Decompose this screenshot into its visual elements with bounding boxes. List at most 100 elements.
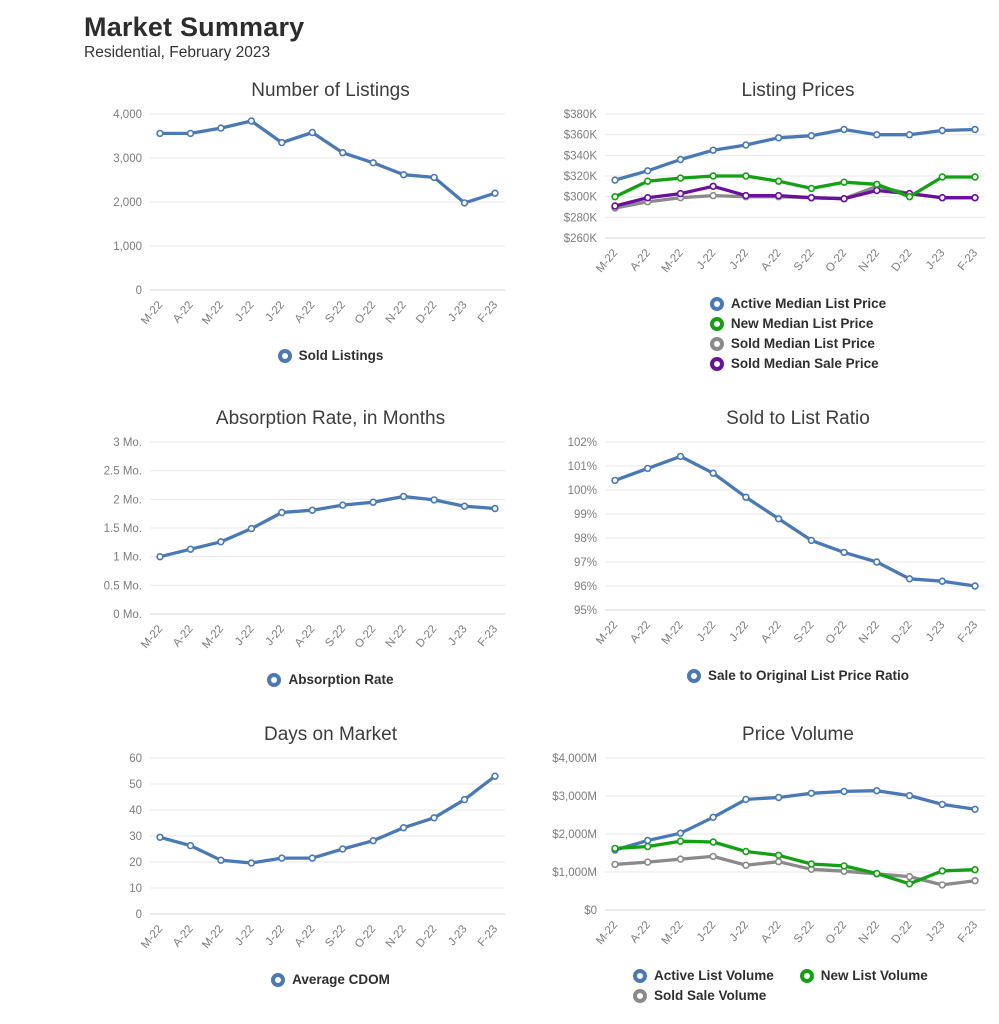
chart-legend-wrap: Active Median List Price New Median List …: [539, 294, 991, 374]
legend-item-sold-sale-volume: Sold Sale Volume: [633, 986, 766, 1006]
svg-text:$300K: $300K: [564, 192, 598, 204]
svg-text:$380K: $380K: [564, 109, 598, 121]
svg-text:J-22: J-22: [233, 923, 257, 948]
svg-text:$340K: $340K: [564, 150, 598, 162]
svg-text:M-22: M-22: [660, 247, 686, 275]
svg-text:4,000: 4,000: [113, 109, 142, 121]
chart-plot: 0 Mo. 0.5 Mo. 1 Mo. 1.5 Mo. 2 Mo. 2.5 Mo. 3 Mo…: [84, 434, 511, 668]
legend-label: Sale to Original List Price Ratio: [707, 668, 910, 683]
svg-text:J-22: J-22: [264, 299, 288, 324]
chart-title: Days on Market: [263, 724, 398, 745]
svg-text:J-22: J-22: [264, 923, 288, 948]
svg-text:F-23: F-23: [476, 623, 500, 649]
listing-prices-svg: $260K $280K $300K $320K $340K $360K $380K M-22 A…: [564, 109, 985, 275]
series-new-median-list-price: [611, 172, 979, 201]
svg-text:M-22: M-22: [139, 623, 165, 651]
svg-text:96%: 96%: [574, 581, 597, 593]
x-axis: M-22 A-22 M-22 J-22 J-22 A-22 S-22 O-22 N-22 D-22…: [139, 923, 500, 951]
svg-text:O-22: O-22: [824, 619, 850, 646]
svg-text:0 Mo.: 0 Mo.: [113, 609, 142, 621]
chart-plot: $260K $280K $300K $320K $340K $360K $380K M-22 A…: [539, 106, 991, 292]
svg-text:A-22: A-22: [171, 923, 196, 949]
svg-text:40: 40: [129, 805, 142, 817]
svg-text:101%: 101%: [568, 461, 597, 473]
y-axis: 0 1,000 2,000 3,000 4,000: [113, 109, 505, 297]
svg-text:1 Mo.: 1 Mo.: [113, 552, 142, 564]
svg-text:A-22: A-22: [759, 247, 784, 273]
legend-ring-icon: [267, 673, 282, 687]
series-sale-to-original-list-price-ratio: [611, 452, 979, 590]
legend-ring-icon: [709, 297, 724, 311]
svg-text:M-22: M-22: [200, 923, 226, 951]
svg-text:$1,000M: $1,000M: [552, 867, 597, 879]
svg-text:D-22: D-22: [414, 923, 439, 950]
chart-plot: 0 1,000 2,000 3,000 4,000 M-22 A-22 M-22 J-22 J-2…: [84, 106, 511, 344]
charts-grid: Number of Listings 0 1,000 2,000 3,000 4,000…: [84, 80, 999, 1006]
chart-title: Price Volume: [742, 724, 854, 745]
svg-text:S-22: S-22: [792, 247, 817, 273]
svg-text:$320K: $320K: [564, 171, 598, 183]
svg-text:J-22: J-22: [233, 299, 257, 324]
svg-text:O-22: O-22: [353, 623, 379, 650]
svg-text:98%: 98%: [574, 533, 597, 545]
chart-legend-wrap: Active List Volume New List Volume Sold Sa…: [539, 966, 991, 1006]
svg-text:A-22: A-22: [171, 623, 196, 649]
chart-price-volume: Price Volume $0 $1,000M $2,000M $3,000M $4,0…: [539, 724, 991, 1006]
svg-text:$0: $0: [584, 905, 597, 917]
svg-text:O-22: O-22: [353, 923, 379, 950]
chart-title: Sold to List Ratio: [726, 408, 870, 429]
svg-text:O-22: O-22: [824, 247, 850, 274]
svg-text:$4,000M: $4,000M: [552, 753, 597, 765]
svg-text:J-22: J-22: [728, 619, 752, 644]
svg-text:$260K: $260K: [564, 233, 598, 245]
legend-item-sold-median-list-price: Sold Median List Price: [709, 334, 875, 354]
svg-text:99%: 99%: [574, 509, 597, 521]
svg-text:N-22: N-22: [857, 619, 882, 646]
svg-text:J-23: J-23: [924, 919, 948, 944]
legend-ring-icon: [709, 317, 724, 331]
svg-text:2.5 Mo.: 2.5 Mo.: [104, 466, 142, 478]
svg-text:102%: 102%: [568, 437, 597, 449]
y-axis: 0 Mo. 0.5 Mo. 1 Mo. 1.5 Mo. 2 Mo. 2.5 Mo. 3 Mo…: [104, 437, 505, 621]
svg-text:A-22: A-22: [759, 619, 784, 645]
chart-listing-prices: Listing Prices $260K $280K $300K $320K $340K…: [539, 80, 991, 374]
chart-title: Number of Listings: [251, 80, 410, 101]
chart-legend: Active Median List Price New Median List …: [709, 294, 886, 374]
svg-text:2,000: 2,000: [113, 197, 142, 209]
y-axis: $0 $1,000M $2,000M $3,000M $4,000M: [552, 753, 985, 917]
series-new-list-volume: [611, 837, 979, 888]
svg-text:20: 20: [129, 857, 142, 869]
svg-text:F-23: F-23: [956, 619, 980, 645]
svg-text:30: 30: [129, 831, 142, 843]
svg-text:J-22: J-22: [264, 623, 288, 648]
series-sold-sale-volume: [611, 852, 979, 889]
svg-text:60: 60: [129, 753, 142, 765]
svg-text:D-22: D-22: [890, 919, 915, 946]
svg-text:F-23: F-23: [476, 923, 500, 949]
svg-text:N-22: N-22: [384, 299, 409, 326]
svg-text:S-22: S-22: [792, 919, 817, 945]
svg-text:A-22: A-22: [171, 299, 196, 325]
svg-text:F-23: F-23: [956, 247, 980, 273]
svg-text:D-22: D-22: [414, 623, 439, 650]
svg-text:J-23: J-23: [924, 247, 948, 272]
legend-item-active-median-list-price: Active Median List Price: [709, 294, 886, 314]
page-subtitle: Residential, February 2023: [84, 44, 271, 61]
legend-label: Sold Sale Volume: [654, 988, 767, 1003]
svg-text:O-22: O-22: [353, 299, 379, 326]
svg-text:J-22: J-22: [695, 919, 719, 944]
svg-text:N-22: N-22: [384, 623, 409, 650]
x-axis: M-22 A-22 M-22 J-22 J-22 A-22 S-22 O-22 N-22 D-22…: [139, 623, 500, 651]
svg-text:2 Mo.: 2 Mo.: [113, 494, 142, 506]
svg-text:A-22: A-22: [628, 919, 653, 945]
legend-label: New Median List Price: [730, 316, 874, 331]
chart-legend: Absorption Rate: [150, 670, 511, 690]
series-average-cdom: [156, 772, 499, 867]
svg-text:S-22: S-22: [323, 923, 348, 949]
chart-legend-wrap: Average CDOM: [84, 970, 511, 990]
series-active-list-volume: [611, 786, 979, 854]
svg-text:J-23: J-23: [446, 299, 470, 324]
legend-ring-icon: [709, 337, 724, 351]
